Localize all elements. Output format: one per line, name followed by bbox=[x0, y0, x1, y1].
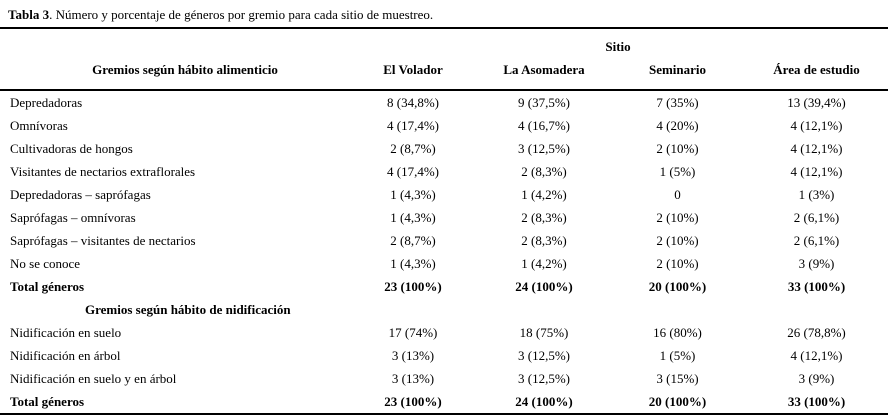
row-value: 3 (9%) bbox=[798, 370, 835, 386]
row-value: 1 (4,2%) bbox=[521, 255, 567, 271]
group-header-row: Sitio bbox=[0, 29, 888, 56]
row-value: 23 (100%) bbox=[384, 278, 442, 294]
table-row: Nidificación en árbol 3 (13%) 3 (12,5%) 1 (… bbox=[0, 344, 888, 367]
section-subheader: Gremios según hábito de nidificación bbox=[85, 301, 291, 317]
col-header-site-area-de-estudio: Área de estudio bbox=[773, 61, 860, 77]
guilds-table: Sitio Gremios según hábito alimenticio E… bbox=[0, 29, 888, 415]
row-value: 2 (8,7%) bbox=[390, 140, 436, 156]
row-label: Omnívoras bbox=[10, 117, 68, 133]
row-value: 2 (10%) bbox=[656, 255, 699, 271]
row-value: 2 (10%) bbox=[656, 232, 699, 248]
row-value: 4 (12,1%) bbox=[790, 347, 843, 363]
col-header-site-seminario: Seminario bbox=[648, 61, 707, 77]
table-header: Sitio Gremios según hábito alimenticio E… bbox=[0, 29, 888, 90]
row-value: 4 (16,7%) bbox=[518, 117, 570, 133]
row-value: 23 (100%) bbox=[384, 393, 442, 409]
row-value: 4 (17,4%) bbox=[387, 117, 439, 133]
row-value: 17 (74%) bbox=[388, 324, 438, 340]
row-value: 1 (5%) bbox=[659, 163, 696, 179]
row-value: 18 (75%) bbox=[519, 324, 569, 340]
row-value: 3 (13%) bbox=[391, 347, 435, 363]
row-value: 26 (78,8%) bbox=[787, 324, 846, 340]
table-caption-label: Tabla 3 bbox=[8, 7, 50, 22]
table-row: Depredadoras – saprófagas 1 (4,3%) 1 (4,2%… bbox=[0, 183, 888, 206]
row-label: Total géneros bbox=[10, 278, 85, 294]
row-label: Visitantes de nectarios extraflorales bbox=[10, 163, 196, 179]
total-row: Total géneros 23 (100%) 24 (100%) 20 (100%)… bbox=[0, 390, 888, 414]
row-value: 33 (100%) bbox=[787, 278, 846, 294]
row-value: 4 (17,4%) bbox=[387, 163, 439, 179]
table-row: Depredadoras 8 (34,8%) 9 (37,5%) 7 (35%) 13 … bbox=[0, 90, 888, 114]
col-header-site-la-asomadera: La Asomadera bbox=[503, 61, 585, 77]
row-value: 2 (8,7%) bbox=[390, 232, 436, 248]
row-label: Saprófagas – visitantes de nectarios bbox=[10, 232, 196, 248]
column-header-row: Gremios según hábito alimenticio El Vola… bbox=[0, 56, 888, 90]
row-label: Cultivadoras de hongos bbox=[10, 140, 133, 156]
row-value: 33 (100%) bbox=[787, 393, 846, 409]
table-row: No se conoce 1 (4,3%) 1 (4,2%) 2 (10%) 3 (9%… bbox=[0, 252, 888, 275]
row-value: 2 (6,1%) bbox=[793, 209, 840, 225]
table-row: Omnívoras 4 (17,4%) 4 (16,7%) 4 (20%) 4 (12,… bbox=[0, 114, 888, 137]
row-value: 24 (100%) bbox=[515, 393, 573, 409]
table-row: Cultivadoras de hongos 2 (8,7%) 3 (12,5%) 2… bbox=[0, 137, 888, 160]
row-value: 16 (80%) bbox=[653, 324, 702, 340]
row-value: 2 (10%) bbox=[656, 209, 699, 225]
row-value: 1 (3%) bbox=[798, 186, 835, 202]
row-value: 1 (4,2%) bbox=[521, 186, 567, 202]
row-value: 1 (5%) bbox=[659, 347, 696, 363]
row-value: 7 (35%) bbox=[656, 94, 699, 110]
row-value: 4 (12,1%) bbox=[790, 117, 843, 133]
group-header-spacer bbox=[0, 29, 348, 56]
row-value: 3 (12,5%) bbox=[518, 347, 570, 363]
row-value: 2 (10%) bbox=[656, 140, 699, 156]
row-label: Saprófagas – omnívoras bbox=[10, 209, 136, 225]
table-body: Depredadoras 8 (34,8%) 9 (37,5%) 7 (35%) 13 … bbox=[0, 90, 888, 414]
row-value: 0 bbox=[674, 186, 681, 202]
row-value: 3 (15%) bbox=[656, 370, 699, 386]
row-value: 1 (4,3%) bbox=[390, 255, 436, 271]
total-row: Total géneros 23 (100%) 24 (100%) 20 (100%)… bbox=[0, 275, 888, 298]
row-value: 3 (12,5%) bbox=[518, 370, 570, 386]
col-header-gremios: Gremios según hábito alimenticio bbox=[92, 61, 278, 77]
table-caption: Tabla 3. Número y porcentaje de géneros … bbox=[0, 0, 888, 29]
row-value: 24 (100%) bbox=[515, 278, 573, 294]
row-label: Nidificación en árbol bbox=[10, 347, 121, 363]
row-value: 1 (4,3%) bbox=[390, 209, 436, 225]
row-value: 20 (100%) bbox=[648, 393, 707, 409]
row-value: 2 (6,1%) bbox=[793, 232, 840, 248]
row-value: 4 (12,1%) bbox=[790, 140, 843, 156]
row-value: 4 (20%) bbox=[656, 117, 699, 133]
row-label: Nidificación en suelo bbox=[10, 324, 122, 340]
table-row: Visitantes de nectarios extraflorales 4 (… bbox=[0, 160, 888, 183]
row-value: 2 (8,3%) bbox=[521, 232, 567, 248]
row-label: Nidificación en suelo y en árbol bbox=[10, 370, 177, 386]
row-value: 13 (39,4%) bbox=[787, 94, 846, 110]
row-label: No se conoce bbox=[10, 255, 81, 271]
col-header-site-el-volador: El Volador bbox=[383, 61, 443, 77]
row-value: 3 (12,5%) bbox=[518, 140, 570, 156]
row-label: Depredadoras – saprófagas bbox=[10, 186, 151, 202]
table-row: Nidificación en suelo 17 (74%) 18 (75%) 16 … bbox=[0, 321, 888, 344]
row-label: Depredadoras bbox=[10, 94, 83, 110]
table-row: Nidificación en suelo y en árbol 3 (13%) 3… bbox=[0, 367, 888, 390]
row-value: 4 (12,1%) bbox=[790, 163, 843, 179]
row-value: 2 (8,3%) bbox=[521, 163, 567, 179]
table-caption-text: . Número y porcentaje de géneros por gre… bbox=[49, 7, 434, 22]
group-header-sitio: Sitio bbox=[605, 39, 631, 54]
row-value: 8 (34,8%) bbox=[387, 94, 439, 110]
table-row: Saprófagas – visitantes de nectarios 2 (8… bbox=[0, 229, 888, 252]
row-value: 20 (100%) bbox=[648, 278, 707, 294]
table-row: Saprófagas – omnívoras 1 (4,3%) 2 (8,3%) 2 … bbox=[0, 206, 888, 229]
row-value: 1 (4,3%) bbox=[390, 186, 436, 202]
section-subheader-row: Gremios según hábito de nidificación bbox=[0, 298, 888, 321]
row-value: 3 (13%) bbox=[391, 370, 435, 386]
row-value: 9 (37,5%) bbox=[518, 94, 570, 110]
row-label: Total géneros bbox=[10, 393, 85, 409]
row-value: 2 (8,3%) bbox=[521, 209, 567, 225]
row-value: 3 (9%) bbox=[798, 255, 835, 271]
